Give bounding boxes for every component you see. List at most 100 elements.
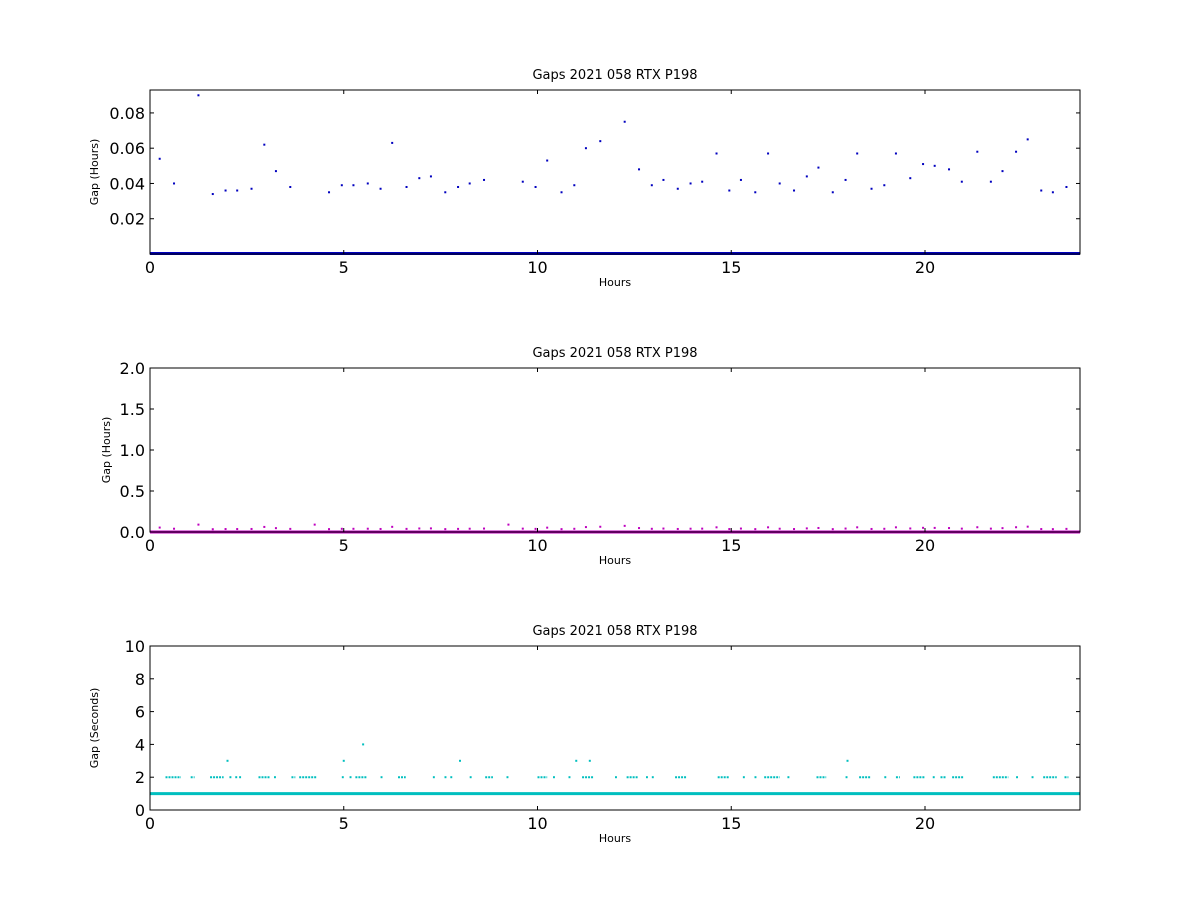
data-point (352, 527, 355, 530)
data-point (468, 527, 471, 530)
data-point (340, 527, 343, 530)
chart-panel-2: Gaps 2021 058 RTX P198 0 5 10 15 20 0.0 0.5 1.0 1… (100, 346, 1081, 567)
data-point (236, 189, 239, 192)
y-tick-label: 6 (135, 703, 145, 722)
data-point (224, 189, 227, 192)
data-point (989, 527, 992, 530)
data-point (211, 193, 214, 196)
data-point (534, 527, 537, 530)
data-point (976, 150, 979, 153)
data-point (366, 527, 369, 530)
data-point (989, 180, 992, 183)
data-point (976, 526, 979, 529)
data-point (158, 157, 161, 160)
plot-frame (149, 367, 1081, 533)
data-point (328, 191, 331, 194)
data-point (340, 184, 343, 187)
data-point (778, 182, 781, 185)
x-tick-label: 5 (339, 258, 349, 277)
data-point (236, 528, 239, 531)
chart-panel-3: Gaps 2021 058 RTX P198 0 5 10 15 20 0 2 4 6 8 10 Hou… (88, 624, 1081, 845)
data-point (342, 759, 345, 762)
data-point (754, 528, 757, 531)
data-point (676, 527, 679, 530)
x-tick-label: 5 (339, 814, 349, 833)
data-point (418, 177, 421, 180)
data-point (391, 141, 394, 144)
x-tick-label: 15 (721, 814, 741, 833)
data-point (1015, 526, 1018, 529)
data-point (289, 527, 292, 530)
data-point (418, 527, 421, 530)
x-tick-label: 5 (339, 536, 349, 555)
x-tick-label: 15 (721, 258, 741, 277)
data-point (676, 187, 679, 190)
data-point (173, 182, 176, 185)
data-point (650, 527, 653, 530)
data-point (754, 191, 757, 194)
data-point (197, 523, 200, 526)
x-tick-label: 10 (527, 536, 547, 555)
data-point (573, 527, 576, 530)
x-axis-label: Hours (599, 554, 631, 567)
data-point (362, 743, 365, 746)
data-point (662, 527, 665, 530)
data-point (573, 184, 576, 187)
data-point (933, 164, 936, 167)
data-point (546, 159, 549, 162)
data-point (158, 526, 161, 529)
data-point (1065, 527, 1068, 530)
data-point (328, 528, 331, 531)
data-point (584, 147, 587, 150)
data-point (313, 523, 316, 526)
y-axis-label: Gap (Hours) (100, 417, 113, 484)
y-tick-label: 0.04 (109, 174, 145, 193)
plot-frame (149, 645, 1081, 811)
data-point (909, 177, 912, 180)
data-point (1001, 170, 1004, 173)
data-point (379, 527, 382, 530)
y-tick-label: 0 (135, 801, 145, 820)
y-tick-label: 0.02 (109, 210, 145, 229)
data-point (846, 759, 849, 762)
data-point (767, 526, 770, 529)
data-point (1040, 528, 1043, 531)
data-point (197, 94, 200, 97)
data-point (831, 528, 834, 531)
x-tick-label: 20 (915, 814, 935, 833)
data-point (817, 526, 820, 529)
data-point (793, 528, 796, 531)
y-tick-label: 10 (125, 637, 145, 656)
data-point (883, 527, 886, 530)
data-point (366, 182, 369, 185)
chart-title: Gaps 2021 058 RTX P198 (532, 346, 697, 361)
y-tick-label: 0.0 (120, 523, 145, 542)
data-point (560, 528, 563, 531)
data-point (507, 523, 510, 526)
x-tick-label: 0 (145, 814, 155, 833)
data-point (379, 187, 382, 190)
data-point (715, 152, 718, 155)
data-point (483, 527, 486, 530)
data-point (933, 526, 936, 529)
data-point (739, 527, 742, 530)
data-point (870, 527, 873, 530)
data-point (521, 527, 524, 530)
y-tick-label: 1.0 (120, 441, 145, 460)
data-point (173, 527, 176, 530)
y-axis-label: Gap (Hours) (88, 139, 101, 206)
data-point (224, 528, 227, 531)
data-point (715, 526, 718, 529)
x-tick-label: 0 (145, 258, 155, 277)
x-axis-label: Hours (599, 276, 631, 289)
data-point (909, 527, 912, 530)
data-point (1015, 150, 1018, 153)
data-point (831, 191, 834, 194)
y-tick-label: 2.0 (120, 359, 145, 378)
data-point (274, 527, 277, 530)
data-point (1026, 525, 1029, 528)
data-point (767, 152, 770, 155)
data-point (391, 525, 394, 528)
data-point (250, 527, 253, 530)
